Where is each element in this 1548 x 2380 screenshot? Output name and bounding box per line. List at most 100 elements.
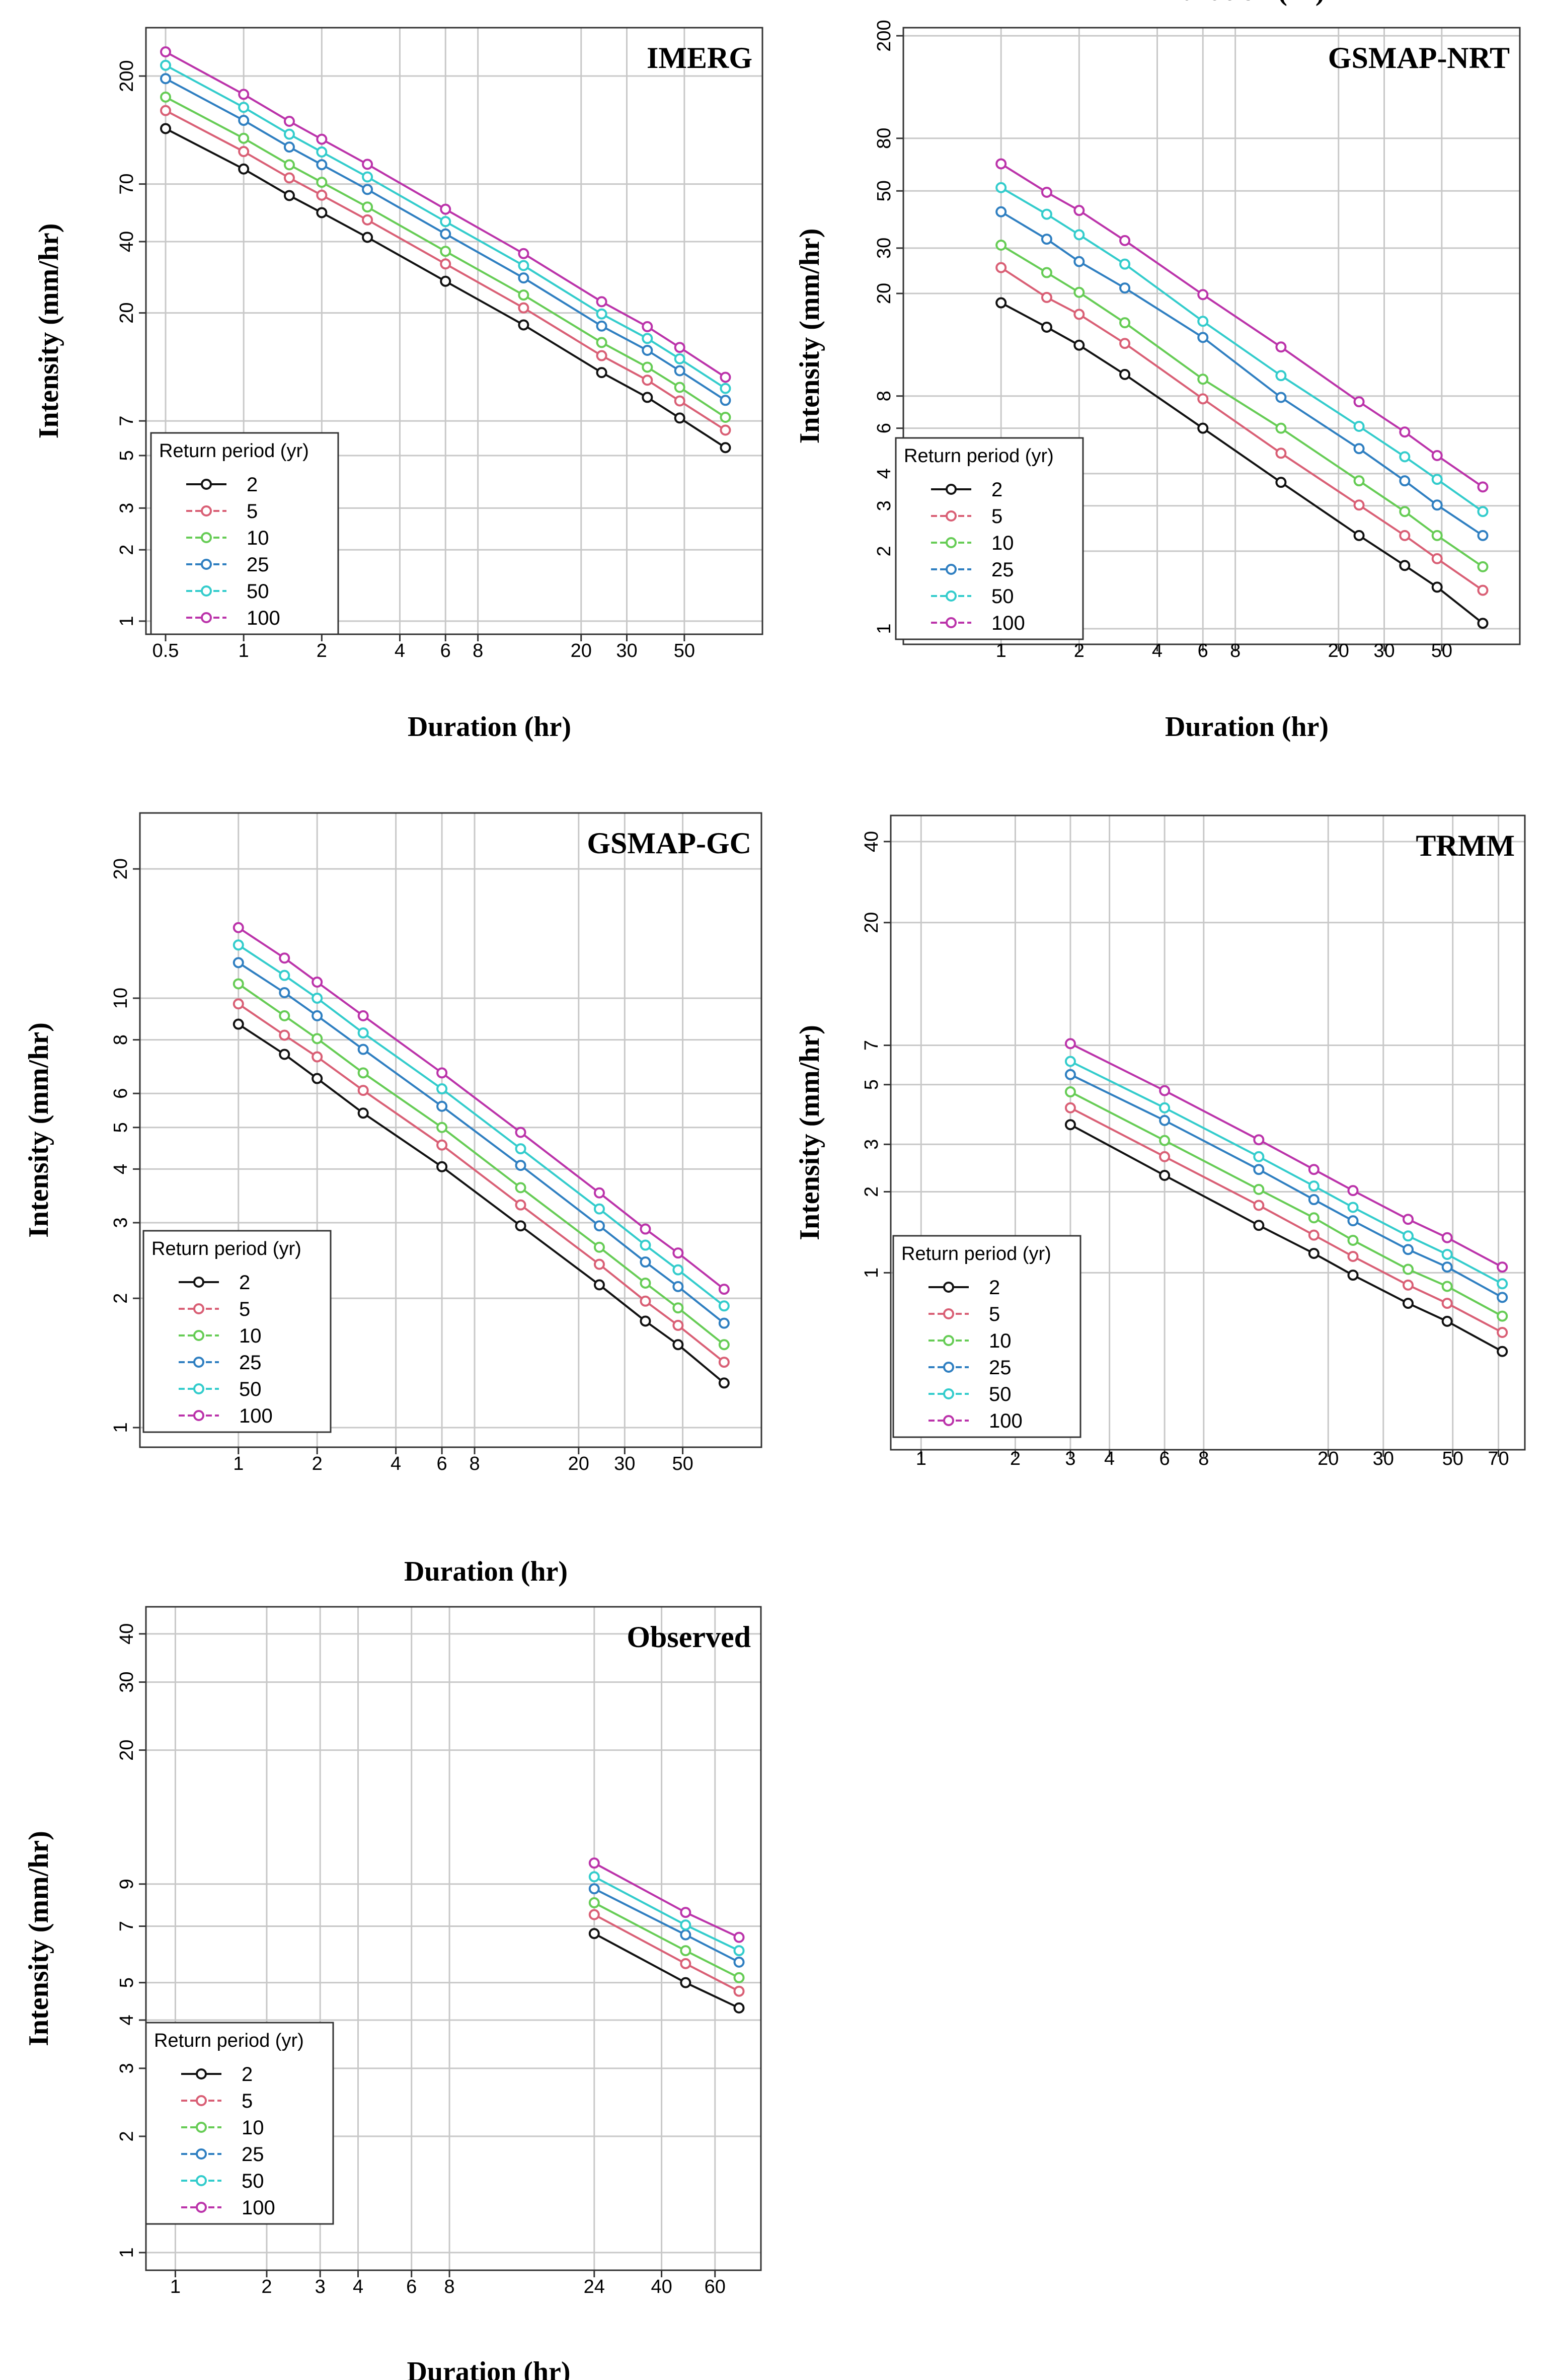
grid: [146, 1607, 761, 2270]
data-point: [1477, 561, 1489, 572]
data-point: [1197, 316, 1209, 327]
series-rp-100: [233, 922, 730, 1295]
data-point: [1197, 393, 1209, 405]
series-rp-5: [588, 1909, 745, 1997]
y-tick-label: 20: [874, 283, 895, 304]
data-point: [279, 1010, 290, 1021]
data-point: [1431, 553, 1443, 564]
x-axis-label: Duration (hr): [407, 2356, 570, 2380]
data-point: [1064, 1056, 1076, 1067]
y-tick-label: 1: [874, 623, 895, 634]
data-point: [283, 115, 295, 127]
legend-label: 25: [239, 1352, 262, 1374]
legend-marker: [946, 617, 957, 628]
data-point: [1275, 422, 1287, 434]
data-point: [995, 158, 1007, 170]
data-point: [1253, 1134, 1265, 1146]
y-tick-label: 1: [116, 2247, 137, 2258]
data-point: [1064, 1102, 1076, 1113]
x-tick-label: 20: [568, 1453, 589, 1474]
legend-marker: [193, 1383, 204, 1394]
chart-panel-observed: 1 2 3 4 6 8 24 40 60 1 2 3 4 5 7 9 20 30 40 Duration (hr) In…: [23, 1606, 762, 2380]
legend-marker: [943, 1308, 954, 1319]
data-point: [283, 141, 295, 153]
data-point: [233, 957, 244, 969]
plot-frame: [139, 812, 762, 1448]
data-point: [1402, 1244, 1414, 1255]
data-point: [312, 977, 323, 988]
legend-label: 10: [989, 1330, 1012, 1352]
y-tick-label: 4: [116, 2015, 137, 2025]
series-rp-5: [995, 262, 1489, 596]
x-tick-label: 4: [391, 1453, 401, 1474]
y-tick-label: 30: [874, 238, 895, 259]
data-point: [593, 1220, 605, 1232]
data-point: [283, 172, 295, 184]
legend-marker: [946, 590, 957, 602]
data-point: [640, 1239, 651, 1251]
data-point: [1353, 475, 1365, 487]
data-point: [518, 302, 529, 314]
data-point: [1441, 1232, 1453, 1243]
data-point: [1431, 499, 1443, 511]
x-tick-label: 30: [614, 1453, 635, 1474]
data-point: [718, 1317, 730, 1329]
data-point: [1402, 1230, 1414, 1242]
data-point: [596, 296, 607, 308]
y-tick-label: 2: [861, 1186, 882, 1197]
y-tick-label: 7: [116, 416, 137, 426]
series-line: [1000, 210, 1484, 537]
data-point: [1431, 450, 1443, 461]
x-tick-label: 24: [584, 2276, 605, 2297]
data-point: [436, 1083, 448, 1095]
data-point: [672, 1319, 684, 1331]
data-point: [718, 1357, 730, 1368]
series-rp-25: [233, 957, 730, 1329]
legend-marker: [201, 585, 212, 597]
y-axis-label: Intensity (mm/hr): [23, 1831, 54, 2046]
series-line: [1000, 163, 1484, 488]
y-tick-label: 2: [110, 1293, 131, 1304]
data-point: [733, 1985, 745, 1997]
data-point: [1347, 1202, 1359, 1213]
data-point: [674, 365, 685, 377]
data-point: [238, 89, 250, 100]
series-line: [238, 927, 725, 1290]
series-rp-2: [160, 123, 731, 454]
data-point: [593, 1258, 605, 1270]
data-point: [642, 361, 653, 373]
data-point: [362, 214, 373, 226]
y-tick-label: 2: [116, 545, 137, 555]
data-point: [733, 1972, 745, 1983]
data-point: [1477, 506, 1489, 517]
data-point: [640, 1295, 651, 1307]
x-tick-label: 0.5: [152, 640, 179, 661]
data-point: [680, 1977, 691, 1988]
data-point: [1347, 1215, 1359, 1227]
y-tick-label: 1: [861, 1268, 882, 1278]
data-point: [357, 1044, 369, 1055]
series-line: [1070, 1043, 1503, 1268]
data-point: [1497, 1346, 1508, 1357]
data-point: [1041, 208, 1052, 220]
legend-label: 2: [989, 1277, 1000, 1299]
data-point: [718, 1339, 730, 1351]
legend-marker: [946, 484, 957, 495]
legend-marker: [201, 479, 212, 490]
legend-title: Return period (yr): [159, 440, 309, 462]
y-tick-label: 5: [861, 1079, 882, 1090]
data-point: [362, 171, 373, 183]
data-point: [1253, 1200, 1265, 1211]
data-point: [680, 1945, 691, 1957]
data-point: [642, 321, 653, 332]
y-tick-label: 40: [116, 1623, 137, 1645]
series-line: [238, 1003, 725, 1363]
x-axis-label: Duration (hr): [1161, 0, 1325, 7]
x-tick-label: 20: [1318, 1448, 1339, 1469]
legend-box: [895, 437, 1084, 640]
series-rp-50: [1064, 1056, 1508, 1290]
y-tick-label: 30: [116, 1671, 137, 1692]
y-tick-label: 3: [874, 500, 895, 511]
